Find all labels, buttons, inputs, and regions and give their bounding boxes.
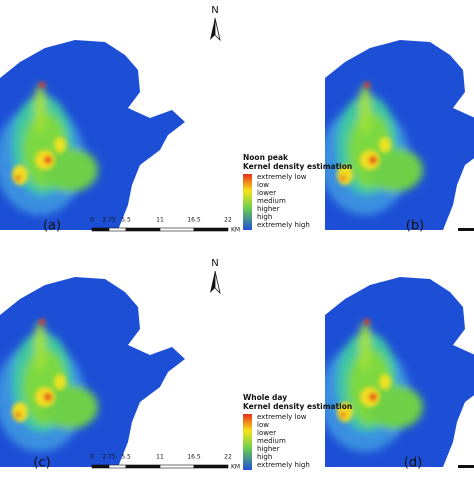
legend-ramp — [243, 174, 252, 230]
scale-segment — [91, 227, 110, 232]
scale-segment — [125, 464, 161, 469]
legend-title: Whole day — [243, 393, 287, 402]
legend-item: medium — [257, 197, 286, 205]
scale-tick-label: 22 — [224, 454, 232, 461]
map-panel-c — [0, 277, 185, 467]
scale-tick-label: 16.5 — [187, 217, 201, 224]
map-panel-b — [320, 40, 474, 230]
legend-item: medium — [257, 437, 286, 445]
panel-label: (c) — [33, 456, 50, 471]
legend-item: extremely low — [257, 173, 307, 181]
legend-item: extremely high — [257, 221, 310, 229]
north-arrow — [214, 270, 221, 295]
scale-segment — [193, 464, 229, 469]
legend-title: Noon peak — [243, 153, 289, 162]
scale-tick-label: 5.5 — [121, 454, 131, 461]
scale-tick-label: 2.75 — [102, 454, 116, 461]
north-label: N — [211, 5, 218, 16]
legend-item: extremely high — [257, 461, 310, 469]
legend-item: low — [257, 421, 269, 429]
legend-item: low — [257, 181, 269, 189]
panel-label: (d) — [404, 456, 422, 471]
scale-segment — [193, 227, 229, 232]
legend-item: lower — [257, 189, 276, 197]
scale-segment — [91, 464, 110, 469]
north-arrow — [214, 17, 221, 42]
scale-segment — [108, 227, 127, 232]
north-arrow — [210, 271, 215, 293]
map-panel-a — [0, 40, 185, 230]
legend-subtitle: Kernel density estimation — [243, 162, 352, 171]
scale-tick-label: 2.75 — [102, 217, 116, 224]
scale-tick-label: 0 — [90, 217, 94, 224]
scale-tick-label: 0 — [90, 454, 94, 461]
legend-item: higher — [257, 445, 280, 453]
legend-subtitle: Kernel density estimation — [243, 402, 352, 411]
scale-unit: KM — [231, 227, 240, 234]
scale-tick-label: 11 — [156, 454, 164, 461]
scale-segment — [458, 465, 474, 468]
legend-item: higher — [257, 205, 280, 213]
scale-segment — [159, 464, 195, 469]
scale-segment — [458, 228, 474, 231]
scale-segment — [125, 227, 161, 232]
map-panel-d — [320, 277, 474, 467]
scale-segment — [108, 464, 127, 469]
scale-tick-label: 16.5 — [187, 454, 201, 461]
scale-tick-label: 11 — [156, 217, 164, 224]
panel-label: (a) — [43, 219, 61, 234]
north-arrow — [210, 18, 215, 40]
legend-item: high — [257, 213, 272, 221]
scale-tick-label: 22 — [224, 217, 232, 224]
legend-ramp — [243, 414, 252, 470]
scale-segment — [159, 227, 195, 232]
legend-item: lower — [257, 429, 276, 437]
scale-tick-label: 5.5 — [121, 217, 131, 224]
panel-label: (b) — [406, 219, 424, 234]
legend-item: extremely low — [257, 413, 307, 421]
scale-unit: KM — [231, 464, 240, 471]
legend-item: high — [257, 453, 272, 461]
north-label: N — [211, 258, 218, 269]
